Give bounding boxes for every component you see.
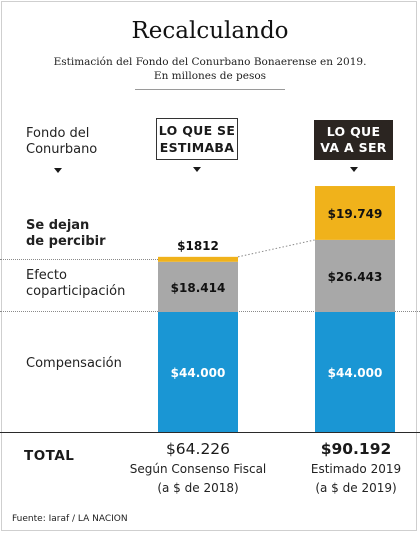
bar-label-1-3: $1812 [177,239,219,253]
arrow-down-icon [54,168,62,173]
total-note-va-a-ser-line1: Estimado 2019 [310,462,402,476]
header-lo-que-va-a-ser: LO QUE VA A SER [314,120,393,160]
subtitle-line-1: Estimación del Fondo del Conurbano Bonae… [53,56,367,68]
bar-label-2-3: $19.749 [328,207,383,221]
guide-line-se-dejan [0,259,158,260]
total-note-va-a-ser-line2: (a $ de 2019) [315,481,397,495]
connector-line [237,239,316,258]
bar-segment-2-2 [315,239,395,312]
header-estimaba-line1: LO QUE SE [158,123,236,138]
label-fondo-conurbano: Fondo del Conurbano [26,126,97,158]
label-efecto-line2: coparticipación [26,284,126,299]
page-title: Recalculando [131,18,289,44]
arrow-down-icon [350,167,358,172]
label-se-dejan-line2: de percibir [26,234,106,249]
bar-segment-1-2 [158,261,238,312]
label-se-dejan-line1: Se dejan [26,218,90,233]
total-value-estimaba: $64.226 [165,440,231,458]
header-va-a-ser-line2: VA A SER [320,140,387,155]
total-label: TOTAL [24,448,75,464]
bar-segment-1-1 [158,312,238,432]
bar-segment-2-3 [315,186,395,240]
header-va-a-ser-line1: LO QUE [326,124,381,139]
bar-label-1-1: $44.000 [171,366,226,380]
label-se-dejan: Se dejan de percibir [26,218,106,250]
title-divider [135,89,285,90]
bar-label-2-2: $26.443 [328,270,383,284]
bar-label-1-2: $18.414 [171,281,226,295]
label-efecto: Efecto coparticipación [26,268,125,300]
header-lo-que-se-estimaba: LO QUE SE ESTIMABA [156,118,238,160]
header-estimaba-line2: ESTIMABA [159,140,235,155]
total-note-estimaba-line2: (a $ de 2018) [157,481,239,495]
total-value-va-a-ser: $90.192 [320,440,392,458]
subtitle-line-2: En millones de pesos [153,70,267,82]
bar-label-2-1: $44.000 [328,366,383,380]
bar-segment-1-3 [158,256,238,262]
bar-segment-2-1 [315,312,395,432]
label-fondo-line2: Conurbano [26,142,98,157]
label-compensacion: Compensación [26,356,122,371]
arrow-down-icon [193,167,201,172]
source-note: Fuente: Iaraf / LA NACION [12,514,128,524]
label-efecto-line1: Efecto [26,268,67,283]
label-fondo-line1: Fondo del [26,126,90,141]
total-note-estimaba-line1: Según Consenso Fiscal [129,462,267,476]
